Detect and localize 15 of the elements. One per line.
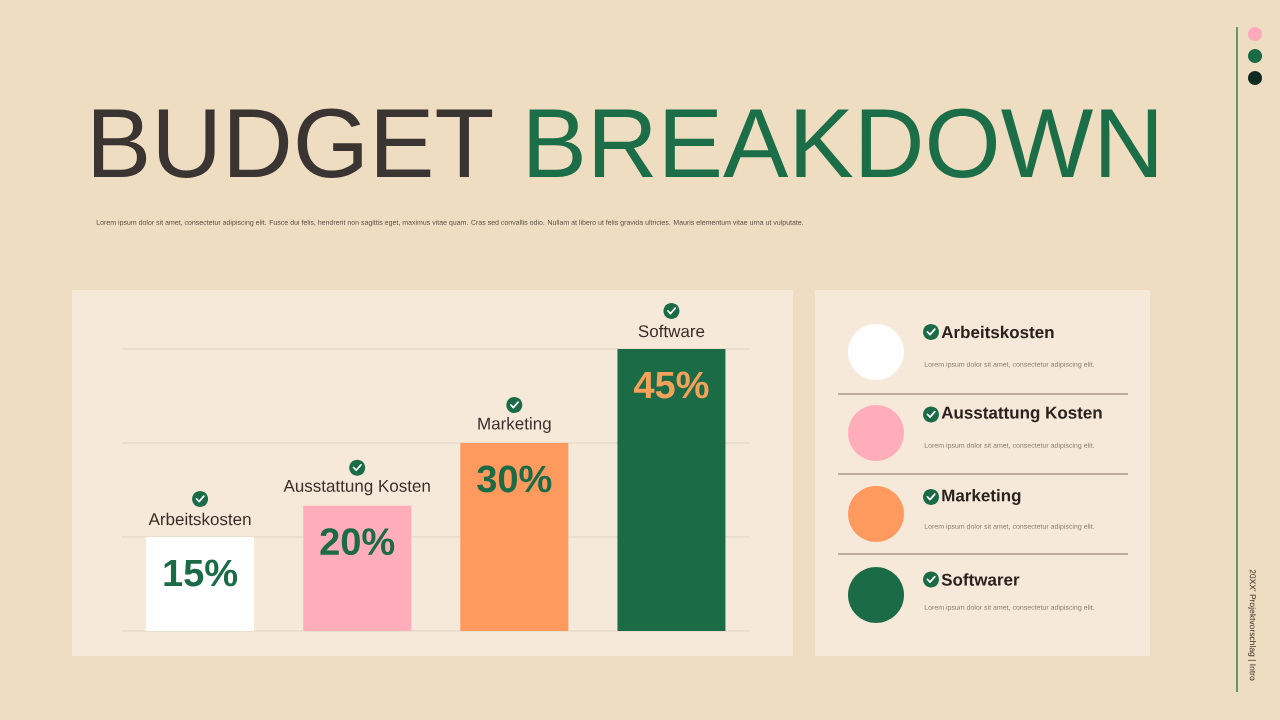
data-label: 45% — [633, 371, 709, 399]
x-tick-label: Software — [638, 324, 705, 338]
text: 20XX' Projektvorschlag | Intro — [1248, 569, 1256, 681]
bar — [146, 536, 255, 631]
data-label: 15% — [164, 559, 238, 587]
data-label: 20% — [320, 528, 395, 556]
bar — [303, 505, 412, 631]
chart-title: BUDGET BREAKDOWN — [94, 108, 1157, 178]
bar — [460, 442, 569, 631]
data-label: 30% — [477, 465, 552, 493]
text: Softwarer — [941, 573, 1020, 586]
text: Arbeitskosten — [941, 325, 1054, 339]
text: Marketing — [942, 489, 1021, 505]
bar — [617, 348, 726, 631]
text: Ausstattung Kosten — [941, 406, 1102, 423]
